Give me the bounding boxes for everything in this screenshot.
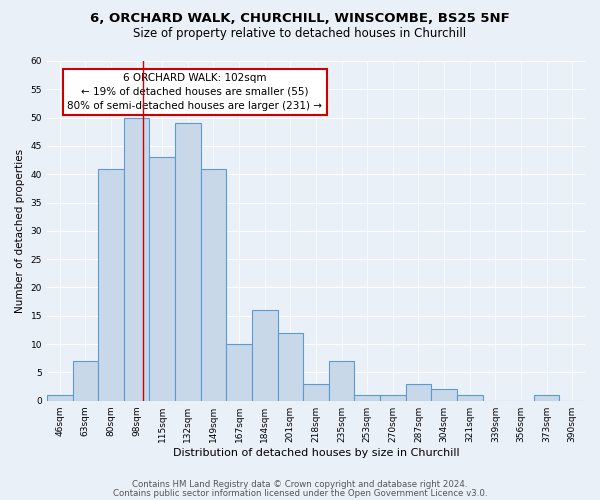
Bar [226,344,252,401]
Text: 6, ORCHARD WALK, CHURCHILL, WINSCOMBE, BS25 5NF: 6, ORCHARD WALK, CHURCHILL, WINSCOMBE, B… [90,12,510,26]
Bar [73,361,98,401]
Bar [124,118,149,401]
Text: 6 ORCHARD WALK: 102sqm
← 19% of detached houses are smaller (55)
80% of semi-det: 6 ORCHARD WALK: 102sqm ← 19% of detached… [67,73,322,111]
Bar [303,384,329,400]
Bar [252,310,278,400]
Bar [534,395,559,400]
Bar [406,384,431,400]
Bar [47,395,73,400]
Y-axis label: Number of detached properties: Number of detached properties [15,149,25,313]
Bar [329,361,355,401]
Bar [200,168,226,400]
X-axis label: Distribution of detached houses by size in Churchill: Distribution of detached houses by size … [173,448,459,458]
Bar [457,395,482,400]
Bar [149,158,175,400]
Bar [380,395,406,400]
Bar [278,333,303,400]
Text: Contains HM Land Registry data © Crown copyright and database right 2024.: Contains HM Land Registry data © Crown c… [132,480,468,489]
Text: Size of property relative to detached houses in Churchill: Size of property relative to detached ho… [133,28,467,40]
Bar [431,390,457,400]
Text: Contains public sector information licensed under the Open Government Licence v3: Contains public sector information licen… [113,489,487,498]
Bar [98,168,124,400]
Bar [355,395,380,400]
Bar [175,124,200,400]
